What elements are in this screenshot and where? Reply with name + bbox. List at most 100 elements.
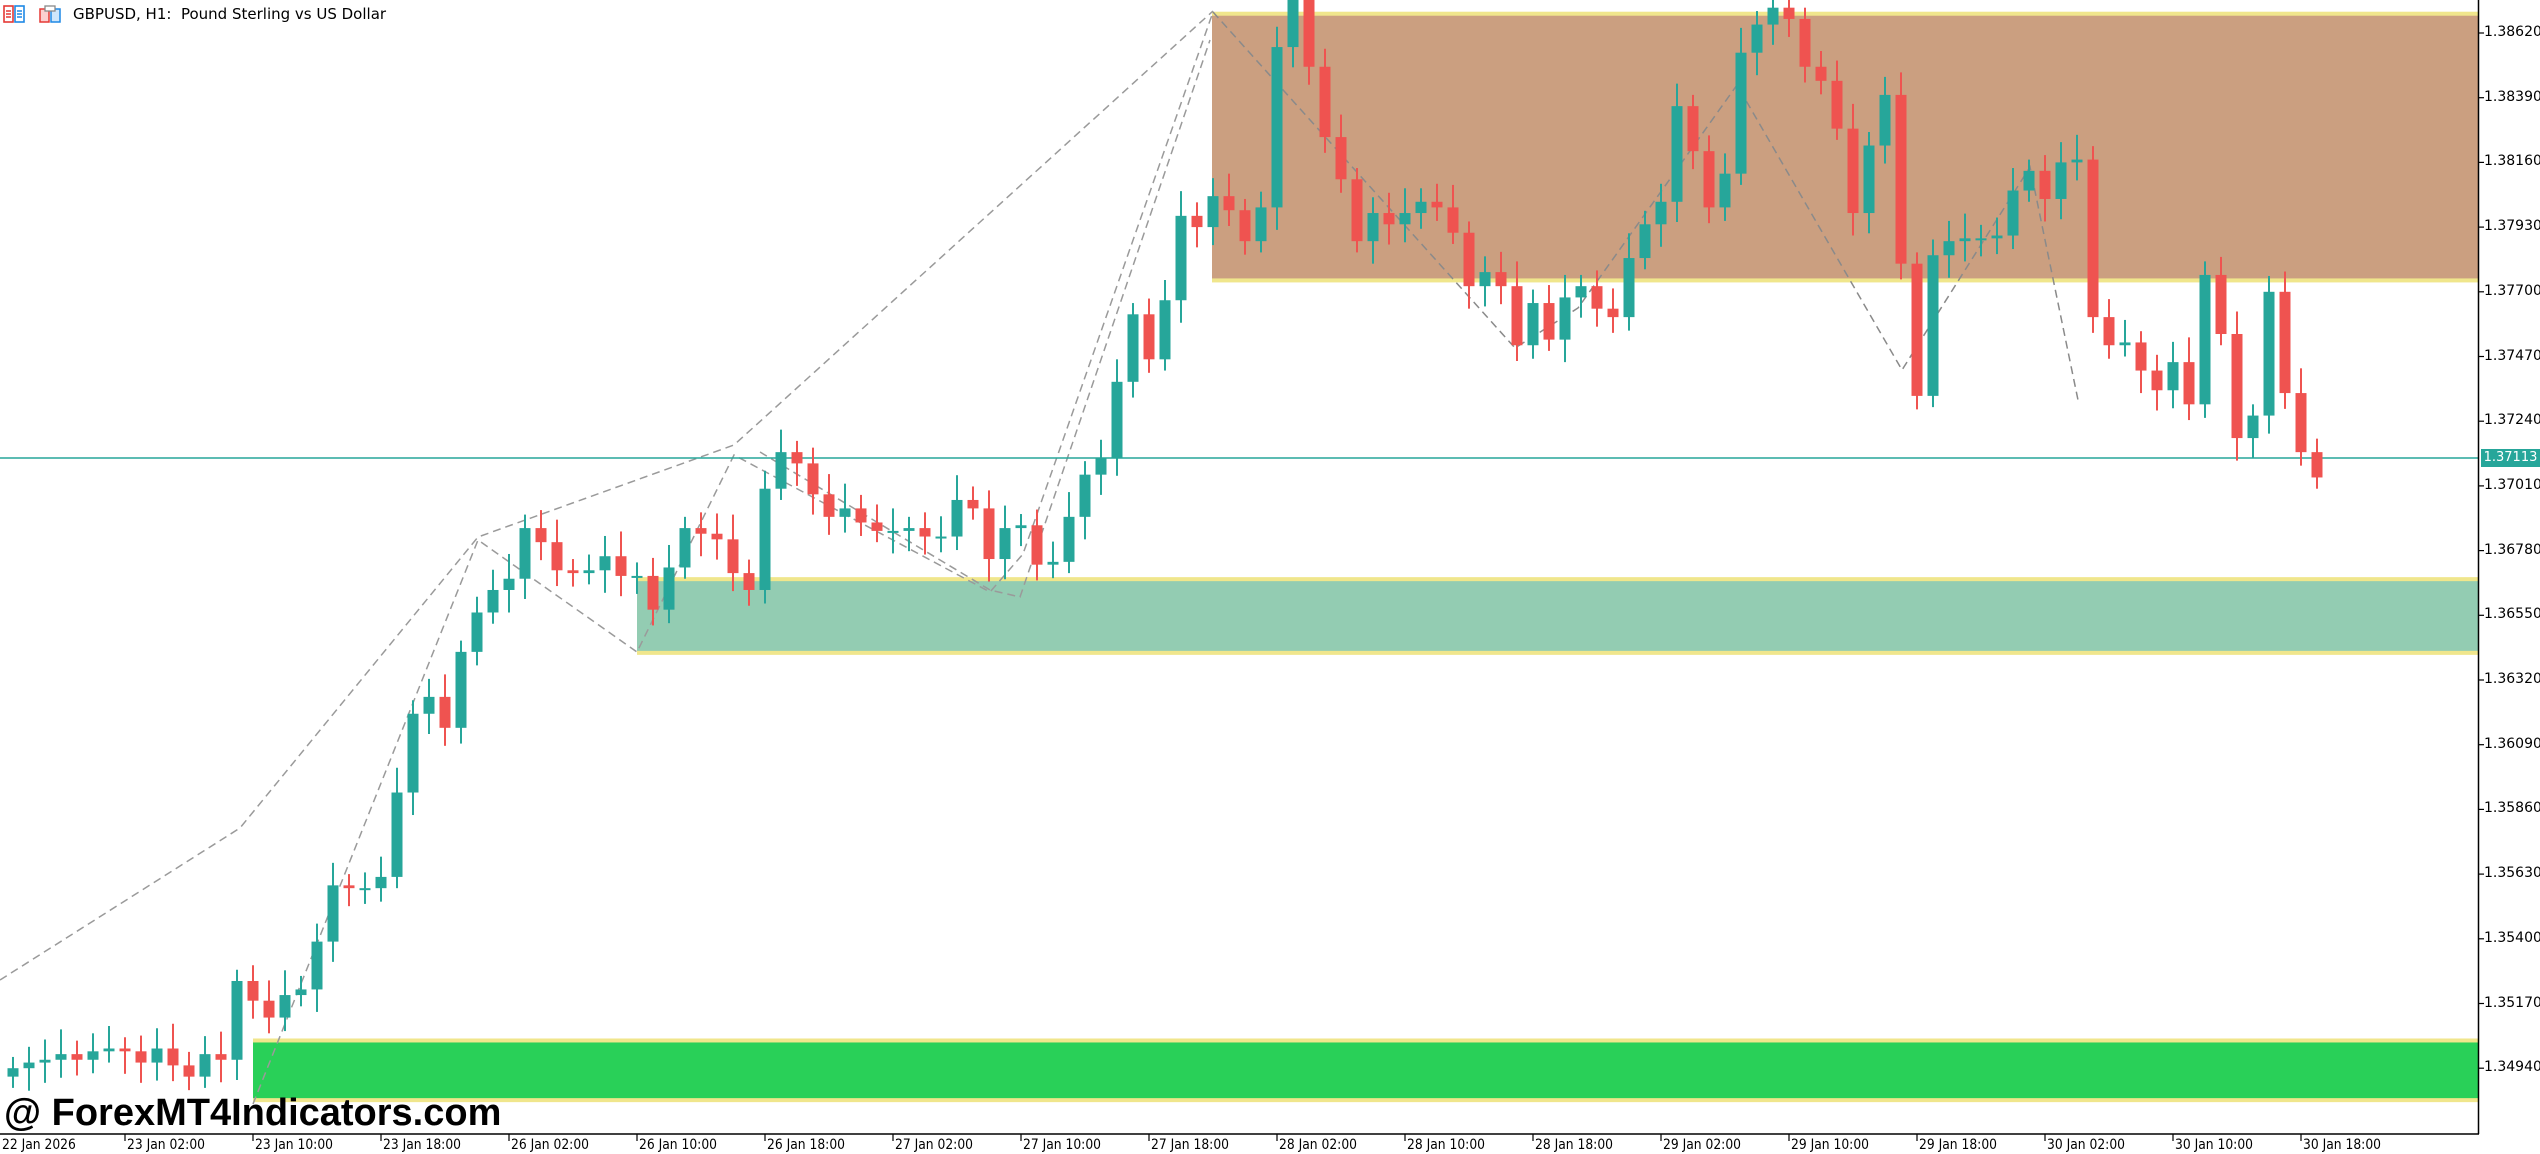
price-axis-label: 1.35170 (2484, 994, 2540, 1011)
candle (839, 483, 851, 533)
candle (1095, 439, 1107, 495)
candle (1031, 509, 1043, 581)
price-axis-label: 1.37700 (2484, 282, 2540, 299)
price-axis-label: 1.36320 (2484, 671, 2540, 687)
candle (1863, 132, 1875, 234)
candle (1911, 252, 1923, 410)
price-axis-label: 1.36780 (2484, 541, 2540, 558)
candle (2263, 276, 2275, 434)
candle (1847, 103, 1859, 236)
candle (983, 490, 995, 582)
supply-zone-top-border (1212, 11, 2478, 16)
candle (807, 447, 819, 515)
candle (1415, 188, 1427, 229)
candle (999, 505, 1011, 580)
candle (1127, 303, 1139, 398)
candle (39, 1039, 51, 1083)
candle (1591, 270, 1603, 327)
candle (759, 470, 771, 604)
time-axis-label: 22 Jan 2026 (2, 1137, 76, 1153)
candle (1927, 239, 1939, 408)
candle (407, 700, 419, 816)
candle (2039, 155, 2051, 222)
time-axis-label: 28 Jan 18:00 (1535, 1137, 1614, 1153)
candle (791, 440, 803, 486)
candle (2023, 159, 2035, 202)
candle (391, 767, 403, 889)
candle (1767, 0, 1779, 45)
candle (1463, 221, 1475, 309)
candle (1367, 197, 1379, 264)
candle (151, 1028, 163, 1081)
candle (1959, 213, 1971, 262)
candle (1207, 178, 1219, 246)
candle (1495, 251, 1507, 305)
candle (1671, 83, 1683, 223)
candle (2087, 146, 2099, 333)
candle (535, 510, 547, 561)
candle (1303, 0, 1315, 85)
demand-zone-1 (637, 580, 2478, 652)
demand-zone-2 (253, 1041, 2478, 1100)
candle (711, 513, 723, 560)
candle (103, 1026, 115, 1063)
candle (2279, 271, 2291, 409)
candle (215, 1031, 227, 1083)
candle (695, 512, 707, 557)
candle (2199, 261, 2211, 418)
price-axis-label: 1.37010 (2484, 476, 2540, 493)
candle (2247, 404, 2259, 459)
time-axis-label: 26 Jan 02:00 (511, 1137, 590, 1153)
chart-title: GBPUSD, H1: Pound Sterling vs US Dollar (73, 5, 386, 23)
candle (1351, 168, 1363, 253)
candle (87, 1033, 99, 1074)
candle (471, 596, 483, 666)
candle (519, 514, 531, 599)
candle (2151, 354, 2163, 411)
candle (1383, 192, 1395, 245)
demand-zone-1-bottom-border (637, 650, 2478, 655)
candle (855, 494, 867, 536)
candle (1015, 514, 1027, 547)
time-axis-label: 26 Jan 10:00 (639, 1137, 718, 1153)
candle (1079, 461, 1091, 540)
price-axis-label: 1.38620 (2484, 24, 2540, 40)
candle (615, 531, 627, 597)
candle (551, 519, 563, 587)
candle (1511, 261, 1523, 362)
candle (1799, 7, 1811, 83)
zigzag-line (252, 11, 1214, 1105)
time-axis-label: 26 Jan 18:00 (767, 1137, 846, 1153)
candle (1639, 210, 1651, 270)
time-axis-label: 23 Jan 10:00 (255, 1137, 334, 1153)
candle (2055, 142, 2067, 220)
time-axis-label: 27 Jan 18:00 (1151, 1137, 1230, 1153)
time-axis-label: 27 Jan 02:00 (895, 1137, 974, 1153)
candle (503, 553, 515, 613)
candle (295, 975, 307, 1007)
chart-template-icon[interactable] (39, 5, 61, 23)
candle (1719, 153, 1731, 221)
current-price-tag: 1.37113 (2481, 449, 2540, 467)
candle (1479, 256, 1491, 307)
candle (679, 516, 691, 579)
candle (887, 508, 899, 554)
candle (455, 640, 467, 744)
candle (951, 475, 963, 551)
candle (631, 562, 643, 594)
candle (1687, 94, 1699, 170)
time-axis-label: 30 Jan 18:00 (2303, 1137, 2382, 1153)
price-axis-label: 1.34940 (2484, 1059, 2540, 1076)
candle (823, 474, 835, 535)
price-axis-label: 1.35860 (2484, 800, 2540, 817)
candle (1543, 285, 1555, 351)
candle (1943, 220, 1955, 278)
candle (663, 544, 675, 624)
candle (567, 559, 579, 587)
candle (1575, 274, 1587, 318)
candle (727, 514, 739, 592)
candle (487, 569, 499, 624)
window-list-icon[interactable] (3, 5, 25, 23)
candle (7, 1056, 19, 1088)
